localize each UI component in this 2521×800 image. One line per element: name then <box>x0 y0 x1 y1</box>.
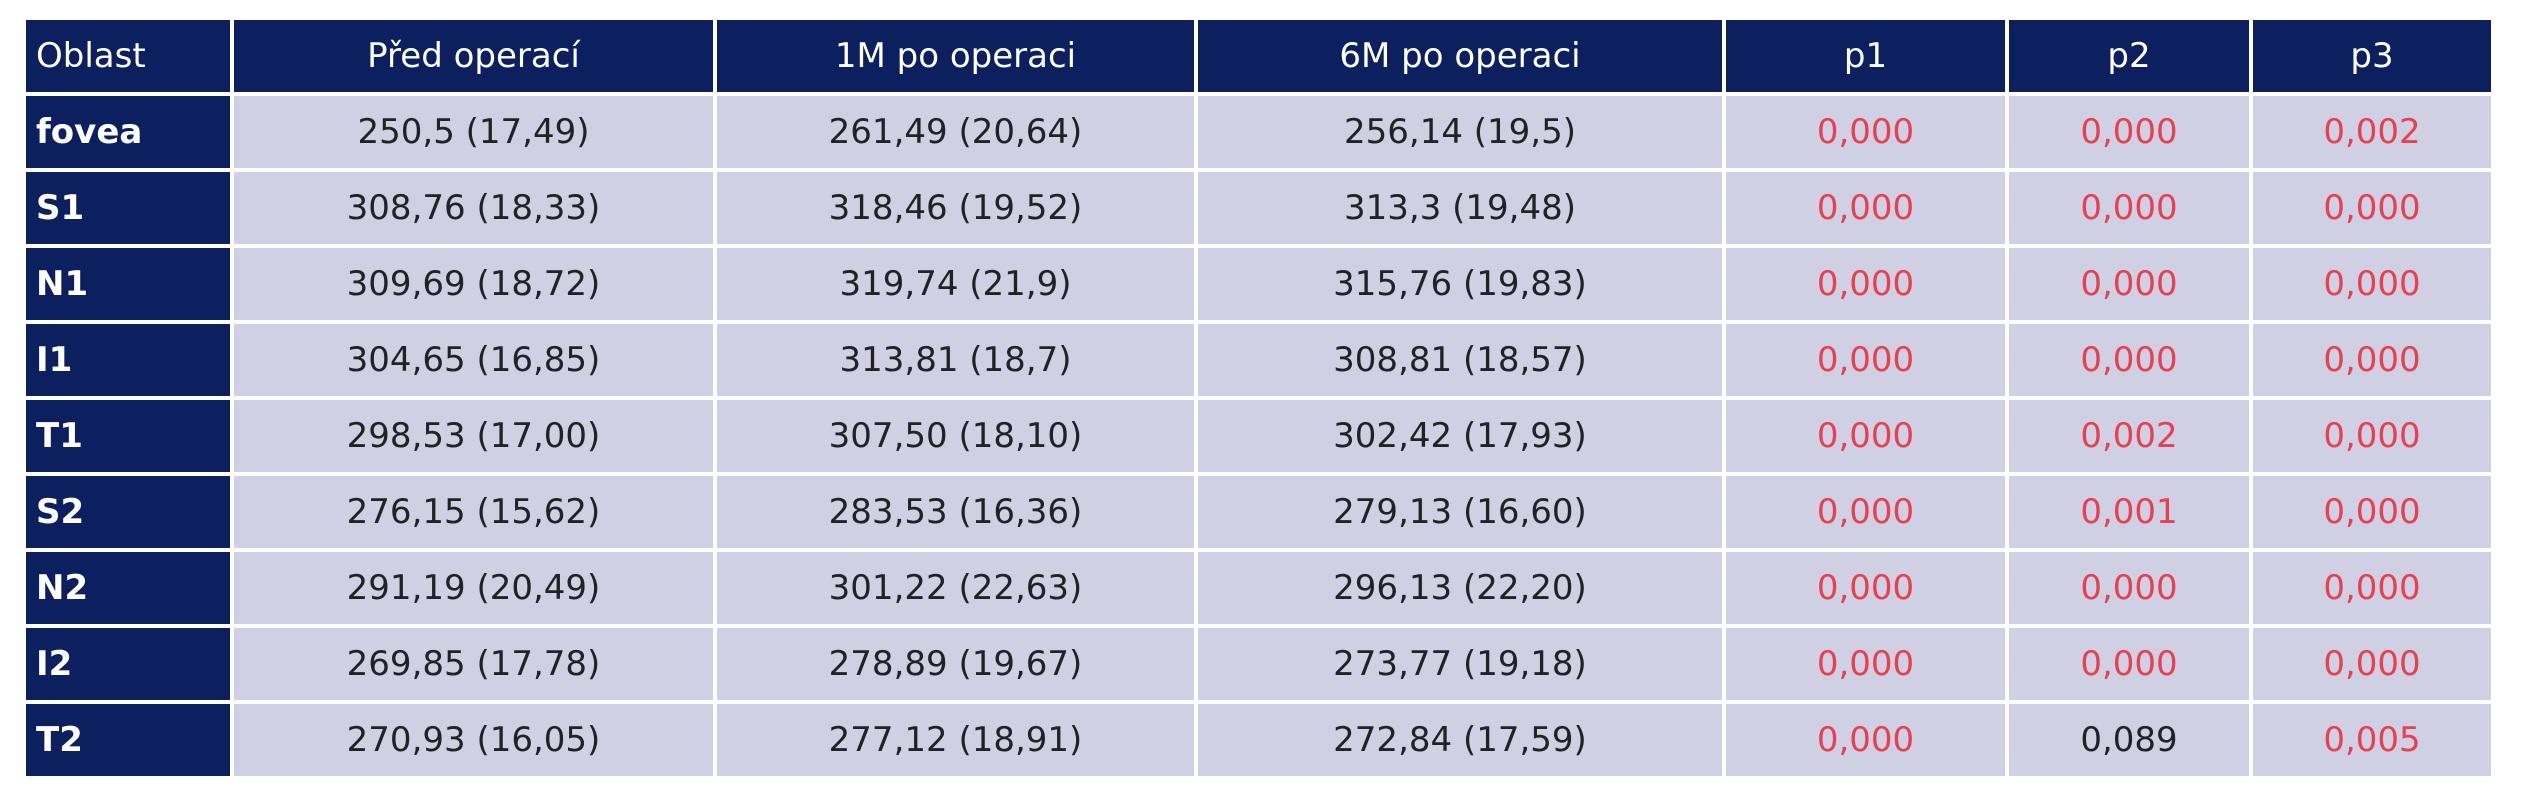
p-value: 0,002 <box>2005 396 2253 476</box>
row-label: I2 <box>22 624 234 704</box>
table-row: N2 291,19 (20,49) 301,22 (22,63) 296,13 (22… <box>22 548 2495 628</box>
value-cell: 291,19 (20,49) <box>230 548 717 628</box>
p-value: 0,000 <box>2249 396 2495 476</box>
table-row: N1 309,69 (18,72) 319,74 (21,9) 315,76 (19,… <box>22 244 2495 324</box>
p-value: 0,000 <box>1722 168 2009 248</box>
value-cell: 270,93 (16,05) <box>230 700 717 780</box>
p-value: 0,000 <box>2249 320 2495 400</box>
p-value: 0,000 <box>2249 244 2495 324</box>
value-cell: 277,12 (18,91) <box>713 700 1198 780</box>
value-cell: 318,46 (19,52) <box>713 168 1198 248</box>
row-label: fovea <box>22 92 234 172</box>
p-value: 0,000 <box>1722 92 2009 172</box>
value-cell: 269,85 (17,78) <box>230 624 717 704</box>
value-cell: 279,13 (16,60) <box>1194 472 1726 552</box>
value-cell: 272,84 (17,59) <box>1194 700 1726 780</box>
data-table: Oblast Před operací 1M po operaci 6M po ope… <box>22 16 2495 780</box>
table-row: fovea 250,5 (17,49) 261,49 (20,64) 256,14 (… <box>22 92 2495 172</box>
header-cell: Před operací <box>230 16 717 96</box>
value-cell: 256,14 (19,5) <box>1194 92 1726 172</box>
value-cell: 309,69 (18,72) <box>230 244 717 324</box>
value-cell: 313,81 (18,7) <box>713 320 1198 400</box>
p-value: 0,089 <box>2005 700 2253 780</box>
value-cell: 308,81 (18,57) <box>1194 320 1726 400</box>
value-cell: 302,42 (17,93) <box>1194 396 1726 476</box>
value-cell: 261,49 (20,64) <box>713 92 1198 172</box>
header-cell: p3 <box>2249 16 2495 96</box>
header-cell: p2 <box>2005 16 2253 96</box>
p-value: 0,001 <box>2005 472 2253 552</box>
table-row: T1 298,53 (17,00) 307,50 (18,10) 302,42 (17… <box>22 396 2495 476</box>
table-body: fovea 250,5 (17,49) 261,49 (20,64) 256,14 (… <box>22 92 2495 780</box>
table-row: I2 269,85 (17,78) 278,89 (19,67) 273,77 (19… <box>22 624 2495 704</box>
p-value: 0,002 <box>2249 92 2495 172</box>
table-row: S1 308,76 (18,33) 318,46 (19,52) 313,3 (19,… <box>22 168 2495 248</box>
header-cell: Oblast <box>22 16 234 96</box>
value-cell: 273,77 (19,18) <box>1194 624 1726 704</box>
value-cell: 308,76 (18,33) <box>230 168 717 248</box>
value-cell: 296,13 (22,20) <box>1194 548 1726 628</box>
p-value: 0,000 <box>2005 244 2253 324</box>
p-value: 0,000 <box>2005 548 2253 628</box>
p-value: 0,000 <box>1722 320 2009 400</box>
value-cell: 250,5 (17,49) <box>230 92 717 172</box>
header-cell: 1M po operaci <box>713 16 1198 96</box>
p-value: 0,000 <box>2005 92 2253 172</box>
p-value: 0,000 <box>1722 396 2009 476</box>
p-value: 0,000 <box>2005 168 2253 248</box>
table-row: I1 304,65 (16,85) 313,81 (18,7) 308,81 (18,… <box>22 320 2495 400</box>
value-cell: 283,53 (16,36) <box>713 472 1198 552</box>
value-cell: 301,22 (22,63) <box>713 548 1198 628</box>
value-cell: 307,50 (18,10) <box>713 396 1198 476</box>
p-value: 0,005 <box>2249 700 2495 780</box>
value-cell: 315,76 (19,83) <box>1194 244 1726 324</box>
p-value: 0,000 <box>1722 700 2009 780</box>
value-cell: 304,65 (16,85) <box>230 320 717 400</box>
p-value: 0,000 <box>2249 548 2495 628</box>
row-label: S2 <box>22 472 234 552</box>
p-value: 0,000 <box>2005 320 2253 400</box>
p-value: 0,000 <box>1722 244 2009 324</box>
table-row: S2 276,15 (15,62) 283,53 (16,36) 279,13 (16… <box>22 472 2495 552</box>
value-cell: 276,15 (15,62) <box>230 472 717 552</box>
header-cell: 6M po operaci <box>1194 16 1726 96</box>
value-cell: 313,3 (19,48) <box>1194 168 1726 248</box>
row-label: N1 <box>22 244 234 324</box>
header-cell: p1 <box>1722 16 2009 96</box>
value-cell: 298,53 (17,00) <box>230 396 717 476</box>
p-value: 0,000 <box>2249 472 2495 552</box>
value-cell: 278,89 (19,67) <box>713 624 1198 704</box>
row-label: S1 <box>22 168 234 248</box>
p-value: 0,000 <box>2249 168 2495 248</box>
p-value: 0,000 <box>2249 624 2495 704</box>
row-label: I1 <box>22 320 234 400</box>
value-cell: 319,74 (21,9) <box>713 244 1198 324</box>
row-label: T2 <box>22 700 234 780</box>
row-label: T1 <box>22 396 234 476</box>
p-value: 0,000 <box>1722 472 2009 552</box>
row-label: N2 <box>22 548 234 628</box>
p-value: 0,000 <box>2005 624 2253 704</box>
header-row: Oblast Před operací 1M po operaci 6M po ope… <box>22 16 2495 96</box>
table-row: T2 270,93 (16,05) 277,12 (18,91) 272,84 (17… <box>22 700 2495 780</box>
p-value: 0,000 <box>1722 548 2009 628</box>
p-value: 0,000 <box>1722 624 2009 704</box>
